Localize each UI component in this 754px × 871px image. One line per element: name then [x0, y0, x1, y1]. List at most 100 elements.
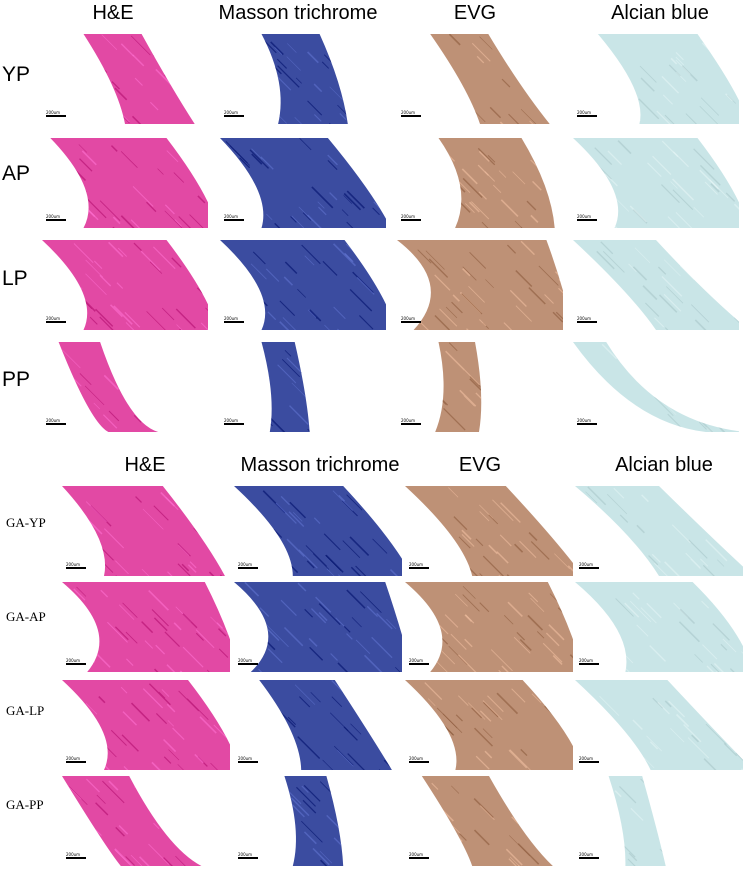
row-label-ga-pp: GA-PP — [6, 797, 44, 812]
micrograph-ga-pp-alcian-blue: 200um — [575, 776, 743, 866]
column-header-alcian-blue: Alcian blue — [611, 2, 709, 24]
scale-bar-label: 200um — [224, 316, 239, 321]
scale-bar-line — [401, 321, 421, 323]
scale-bar-label: 200um — [409, 658, 424, 663]
scale-bar-line — [224, 423, 244, 425]
scale-bar: 200um — [579, 562, 599, 572]
scale-bar-line — [409, 857, 429, 859]
scale-bar: 200um — [401, 418, 421, 428]
row-label-lp: LP — [2, 267, 28, 290]
scale-bar-line — [46, 423, 66, 425]
column-header-evg: EVG — [458, 454, 502, 476]
micrograph-ap-masson-trichrome: 200um — [220, 138, 386, 228]
scale-bar-line — [66, 857, 86, 859]
micrograph-ap-evg: 200um — [397, 138, 563, 228]
scale-bar-line — [238, 857, 258, 859]
row-label-ga-yp: GA-YP — [6, 515, 46, 530]
scale-bar: 200um — [409, 756, 429, 766]
micrograph-pp-evg: 200um — [397, 342, 563, 432]
micrograph-lp-alcian-blue: 200um — [573, 240, 739, 330]
scale-bar-line — [238, 567, 258, 569]
scale-bar-line — [577, 423, 597, 425]
scale-bar-line — [409, 663, 429, 665]
micrograph-ga-ap-evg: 200um — [405, 582, 573, 672]
scale-bar: 200um — [579, 658, 599, 668]
micrograph-ga-lp-alcian-blue: 200um — [575, 680, 743, 770]
micrograph-yp-evg: 200um — [397, 34, 563, 124]
scale-bar-label: 200um — [409, 852, 424, 857]
scale-bar-line — [577, 115, 597, 117]
column-header-alcian-blue: Alcian blue — [615, 454, 713, 476]
micrograph-ga-pp-evg: 200um — [405, 776, 573, 866]
scale-bar-label: 200um — [401, 214, 416, 219]
scale-bar: 200um — [224, 316, 244, 326]
scale-bar-label: 200um — [238, 756, 253, 761]
scale-bar: 200um — [238, 756, 258, 766]
micrograph-pp-he: 200um — [42, 342, 208, 432]
column-header-masson-trichrome: Masson trichrome — [218, 2, 378, 24]
scale-bar-line — [66, 761, 86, 763]
scale-bar-line — [401, 115, 421, 117]
scale-bar: 200um — [238, 658, 258, 668]
scale-bar-label: 200um — [46, 316, 61, 321]
scale-bar: 200um — [577, 316, 597, 326]
scale-bar: 200um — [409, 658, 429, 668]
scale-bar: 200um — [224, 418, 244, 428]
scale-bar-line — [66, 567, 86, 569]
scale-bar-line — [577, 219, 597, 221]
micrograph-ga-ap-masson-trichrome: 200um — [234, 582, 402, 672]
scale-bar-label: 200um — [46, 214, 61, 219]
scale-bar-label: 200um — [577, 110, 592, 115]
scale-bar: 200um — [577, 110, 597, 120]
row-label-ap: AP — [2, 162, 31, 185]
scale-bar: 200um — [66, 852, 86, 862]
scale-bar-line — [579, 761, 599, 763]
scale-bar: 200um — [224, 110, 244, 120]
scale-bar-label: 200um — [46, 110, 61, 115]
scale-bar: 200um — [46, 110, 66, 120]
scale-bar-label: 200um — [66, 562, 81, 567]
scale-bar-line — [224, 115, 244, 117]
scale-bar: 200um — [401, 214, 421, 224]
scale-bar-line — [577, 321, 597, 323]
scale-bar-label: 200um — [224, 418, 239, 423]
scale-bar-label: 200um — [401, 418, 416, 423]
scale-bar: 200um — [224, 214, 244, 224]
micrograph-ga-yp-alcian-blue: 200um — [575, 486, 743, 576]
scale-bar-label: 200um — [46, 418, 61, 423]
scale-bar: 200um — [409, 852, 429, 862]
scale-bar: 200um — [238, 562, 258, 572]
scale-bar-label: 200um — [401, 316, 416, 321]
column-header-evg: EVG — [453, 2, 497, 24]
scale-bar-line — [46, 321, 66, 323]
micrograph-lp-evg: 200um — [397, 240, 563, 330]
scale-bar-label: 200um — [579, 852, 594, 857]
row-label-ga-lp: GA-LP — [6, 703, 45, 718]
micrograph-ga-lp-he: 200um — [62, 680, 230, 770]
scale-bar-label: 200um — [577, 418, 592, 423]
column-header-masson-trichrome: Masson trichrome — [240, 454, 400, 476]
scale-bar-label: 200um — [66, 756, 81, 761]
scale-bar-label: 200um — [224, 214, 239, 219]
scale-bar: 200um — [238, 852, 258, 862]
row-label-pp: PP — [2, 368, 31, 391]
scale-bar-label: 200um — [579, 756, 594, 761]
scale-bar-label: 200um — [577, 316, 592, 321]
scale-bar: 200um — [66, 562, 86, 572]
scale-bar-line — [238, 663, 258, 665]
scale-bar: 200um — [409, 562, 429, 572]
scale-bar-line — [409, 761, 429, 763]
scale-bar-line — [46, 115, 66, 117]
scale-bar-label: 200um — [579, 562, 594, 567]
scale-bar-line — [66, 663, 86, 665]
scale-bar: 200um — [579, 756, 599, 766]
scale-bar-line — [224, 219, 244, 221]
micrograph-ga-pp-masson-trichrome: 200um — [234, 776, 402, 866]
micrograph-yp-alcian-blue: 200um — [573, 34, 739, 124]
scale-bar-label: 200um — [577, 214, 592, 219]
scale-bar: 200um — [579, 852, 599, 862]
micrograph-ga-yp-masson-trichrome: 200um — [234, 486, 402, 576]
scale-bar-line — [579, 663, 599, 665]
scale-bar: 200um — [66, 658, 86, 668]
scale-bar-line — [46, 219, 66, 221]
